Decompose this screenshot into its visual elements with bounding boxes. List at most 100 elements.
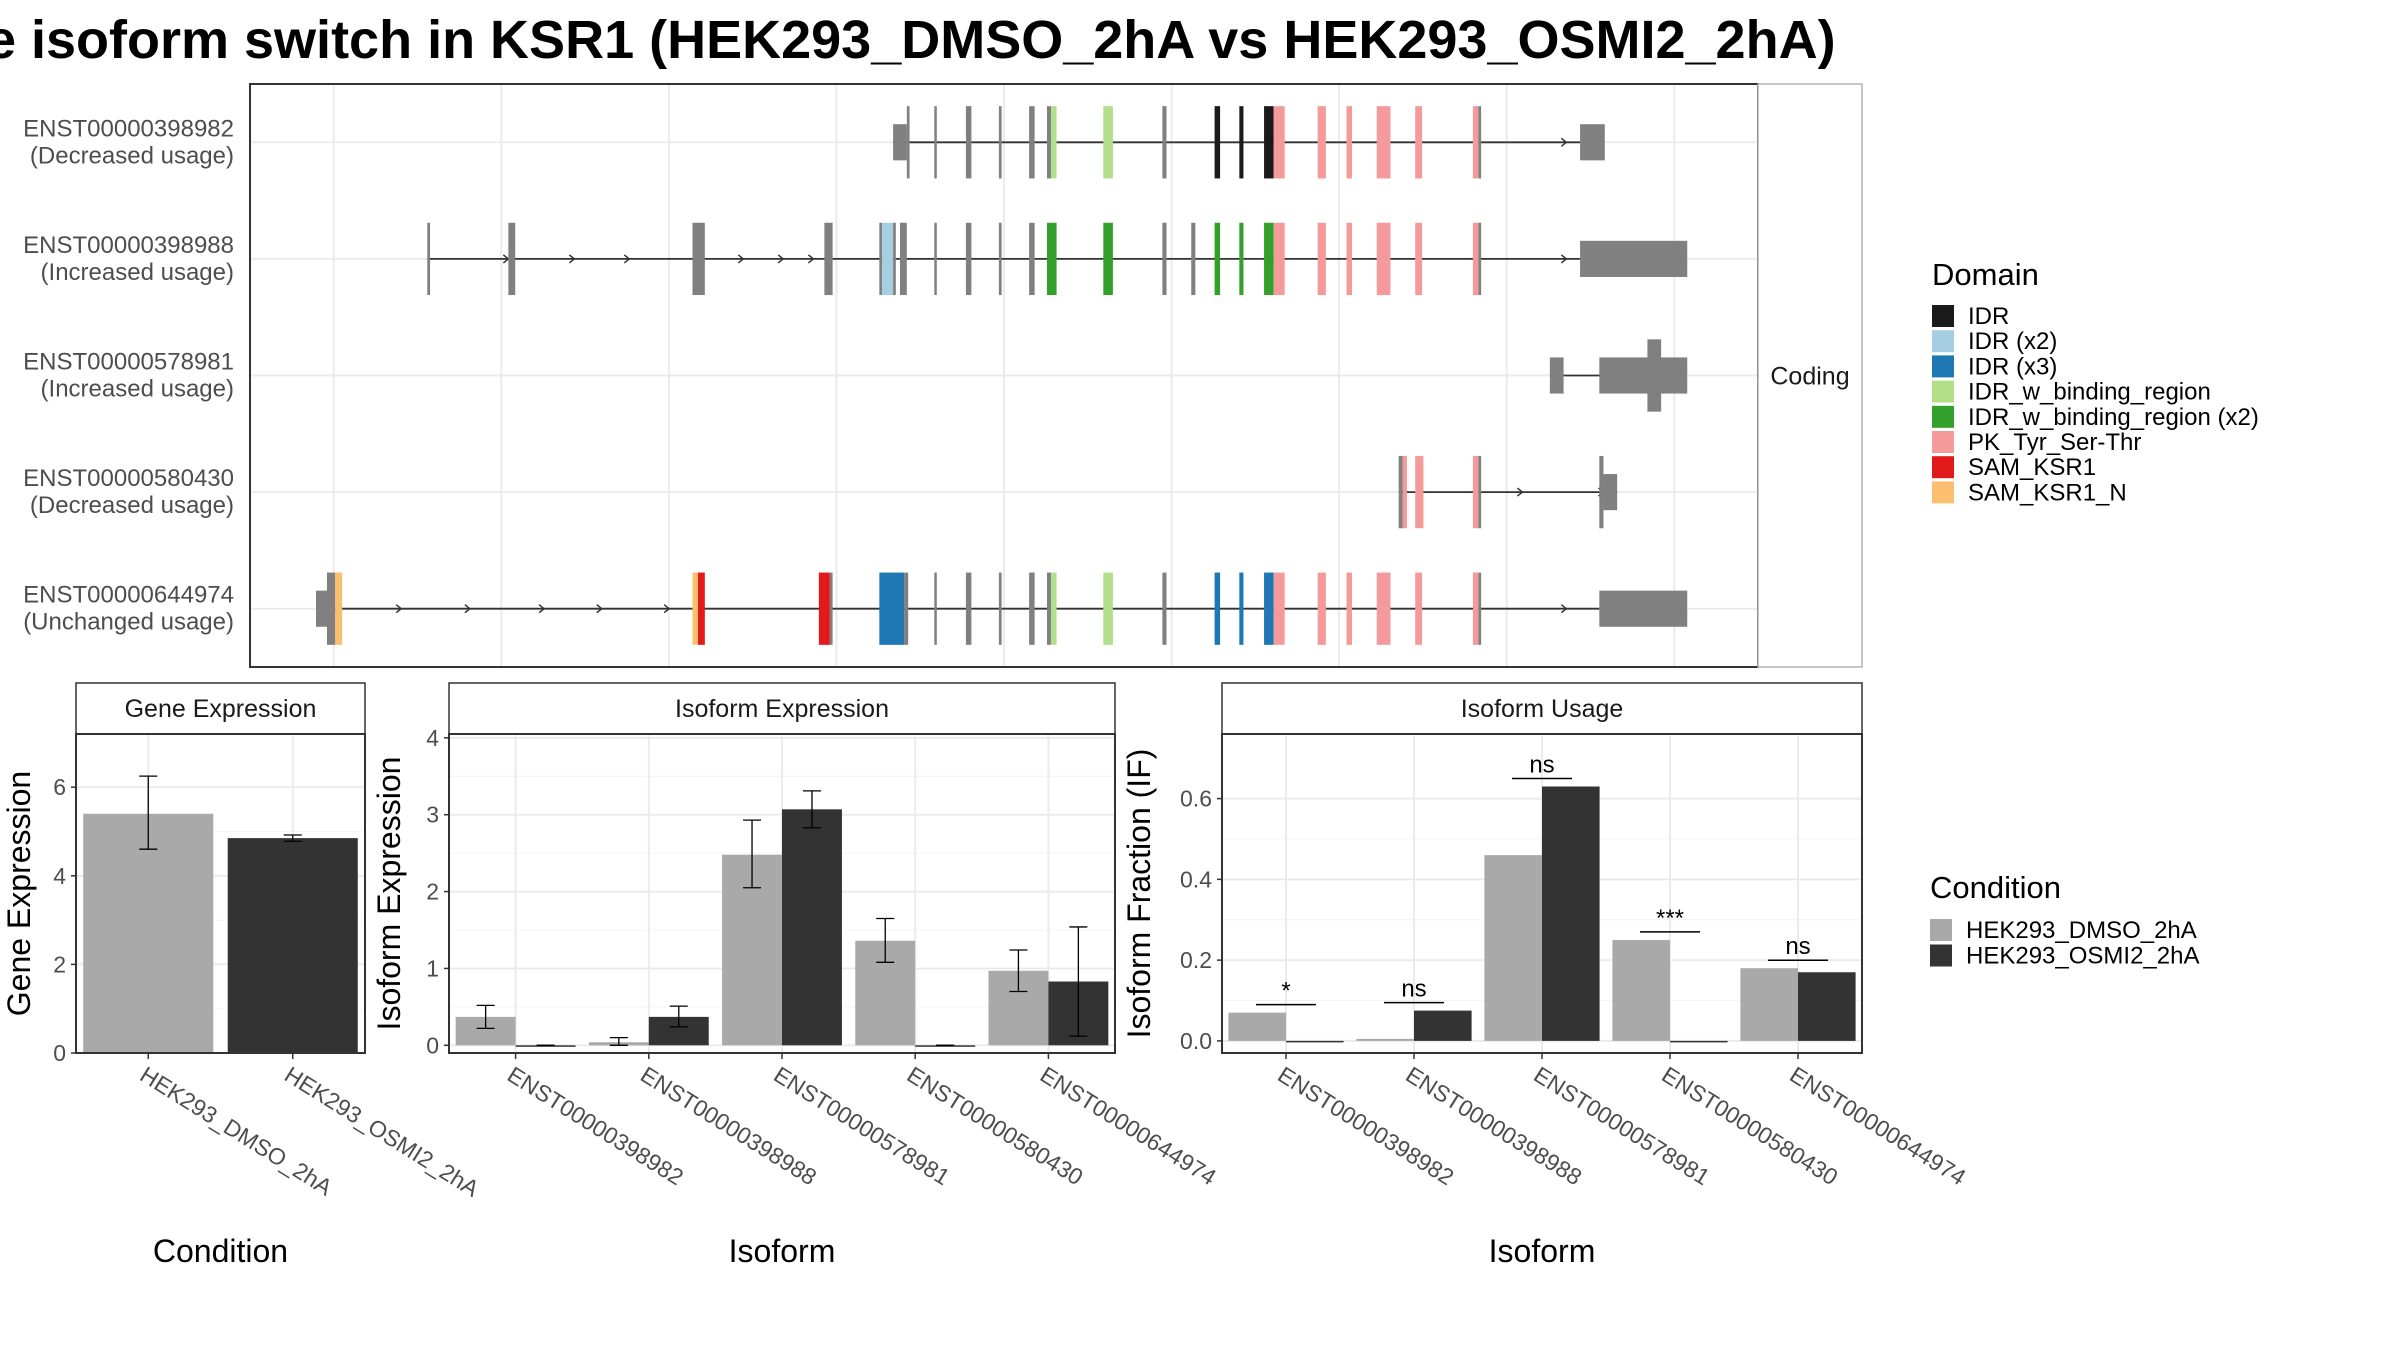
exon-block bbox=[1264, 222, 1274, 296]
domain-legend-swatch bbox=[1932, 456, 1954, 479]
strand-arrow bbox=[1560, 254, 1568, 264]
data-bar bbox=[1484, 855, 1542, 1041]
exon-block bbox=[1162, 222, 1167, 296]
domain-legend-label: SAM_KSR1 bbox=[1968, 454, 2096, 481]
condition-legend-title: Condition bbox=[1930, 870, 2061, 905]
condition-legend: Condition HEK293_DMSO_2hAHEK293_OSMI2_2h… bbox=[1930, 870, 2199, 970]
y-tick-label: 0 bbox=[426, 1032, 439, 1058]
x-axis-title: Isoform bbox=[729, 1233, 836, 1269]
exon-block bbox=[1103, 572, 1113, 645]
exon-block bbox=[906, 106, 910, 179]
domain-legend-label: SAM_KSR1_N bbox=[1968, 479, 2127, 506]
y-axis-title: Gene Expression bbox=[1, 771, 37, 1016]
strand-arrow bbox=[538, 604, 546, 614]
data-bar bbox=[515, 1045, 576, 1047]
exon-block bbox=[1029, 572, 1035, 645]
transcript-id-label: ENST00000578981 bbox=[23, 349, 234, 376]
exon-block bbox=[1051, 106, 1057, 179]
domain-legend-swatch bbox=[1932, 305, 1954, 327]
domain-legend-swatch bbox=[1932, 481, 1954, 504]
exon-block bbox=[1273, 572, 1285, 645]
exon-block bbox=[934, 106, 937, 179]
y-tick-label: 0.4 bbox=[1180, 866, 1212, 892]
exon-block bbox=[1051, 572, 1057, 645]
data-bar bbox=[1740, 968, 1798, 1041]
exon-block bbox=[1239, 222, 1244, 296]
strand-arrow bbox=[568, 254, 576, 264]
x-axis-title: Condition bbox=[153, 1233, 288, 1269]
exon-block bbox=[1239, 572, 1244, 645]
data-bar bbox=[1612, 939, 1670, 1041]
exon-block bbox=[1273, 106, 1285, 179]
exon-block bbox=[998, 222, 1002, 296]
exon-block bbox=[326, 572, 336, 645]
exon-block bbox=[1046, 222, 1057, 296]
exon-block bbox=[1402, 455, 1407, 529]
exon-block bbox=[1103, 222, 1113, 296]
domain-legend-label: IDR (x3) bbox=[1968, 353, 2057, 380]
exon-block bbox=[965, 222, 972, 296]
data-bar bbox=[915, 1045, 976, 1047]
strand-arrow bbox=[1516, 487, 1524, 497]
significance-label: ns bbox=[1529, 751, 1554, 778]
exon-block bbox=[697, 572, 705, 645]
transcript-id-label: ENST00000398988 bbox=[23, 232, 234, 259]
strand-arrow bbox=[395, 604, 403, 614]
exon-block bbox=[1376, 106, 1391, 179]
y-tick-label: 4 bbox=[426, 725, 439, 751]
transcript-id-label: ENST00000644974 bbox=[23, 582, 234, 609]
domain-legend-swatch bbox=[1932, 380, 1954, 403]
significance-label: *** bbox=[1656, 905, 1684, 932]
exon-block bbox=[879, 572, 905, 645]
exon-block bbox=[934, 572, 937, 645]
y-tick-label: 0.2 bbox=[1180, 947, 1212, 973]
data-bar bbox=[1670, 1040, 1728, 1043]
coding-strip bbox=[1757, 83, 1863, 668]
y-tick-label: 0.6 bbox=[1180, 786, 1212, 812]
exon-block bbox=[508, 222, 516, 296]
exon-block bbox=[965, 572, 972, 645]
strand-arrow bbox=[737, 254, 745, 264]
exon-block bbox=[1214, 106, 1221, 179]
exon-block bbox=[1549, 357, 1564, 394]
exon-block bbox=[1376, 572, 1391, 645]
data-bar bbox=[1542, 786, 1600, 1041]
panel-border bbox=[448, 733, 1116, 1054]
exon-block bbox=[899, 222, 907, 296]
exon-block bbox=[1478, 106, 1482, 179]
strand-arrow bbox=[464, 604, 472, 614]
exon-block bbox=[1599, 455, 1604, 529]
strand-arrow bbox=[663, 604, 671, 614]
panel-strip-label: Isoform Expression bbox=[675, 695, 889, 723]
transcript-usage-label: (Unchanged usage) bbox=[23, 609, 234, 636]
panel-strip bbox=[1221, 682, 1863, 735]
domain-legend-label: IDR_w_binding_region bbox=[1968, 379, 2211, 406]
data-bar bbox=[782, 809, 842, 1046]
domain-legend-label: IDR_w_binding_region (x2) bbox=[1968, 404, 2259, 431]
exon-block bbox=[934, 222, 937, 296]
data-bar bbox=[1286, 1040, 1344, 1043]
domain-legend-label: IDR bbox=[1968, 303, 2009, 330]
strand-arrow bbox=[623, 254, 631, 264]
exon-block bbox=[879, 222, 883, 296]
exon-block bbox=[882, 222, 894, 296]
y-tick-label: 0.0 bbox=[1180, 1028, 1212, 1054]
exon-block bbox=[824, 222, 833, 296]
strand-arrow bbox=[1560, 604, 1568, 614]
exon-block bbox=[818, 572, 830, 645]
exon-block bbox=[1029, 106, 1035, 179]
data-bar bbox=[227, 838, 358, 1053]
isoform-usage-panel: Isoform Usage0.00.20.40.6*ENST0000039898… bbox=[1121, 682, 1971, 1269]
y-tick-label: 3 bbox=[426, 802, 439, 828]
exon-block bbox=[1264, 572, 1274, 645]
significance-label: * bbox=[1281, 978, 1290, 1005]
domain-legend-label: PK_Tyr_Ser-Thr bbox=[1968, 429, 2141, 456]
exon-block bbox=[1599, 357, 1688, 394]
panel-strip-label: Gene Expression bbox=[125, 695, 317, 723]
transcript-id-label: ENST00000580430 bbox=[23, 465, 234, 492]
exon-block bbox=[1214, 572, 1221, 645]
exon-block bbox=[1214, 222, 1221, 296]
figure-title: The isoform switch in KSR1 (HEK293_DMSO_… bbox=[0, 10, 1836, 70]
exon-block bbox=[1103, 106, 1113, 179]
exon-block bbox=[1029, 222, 1035, 296]
